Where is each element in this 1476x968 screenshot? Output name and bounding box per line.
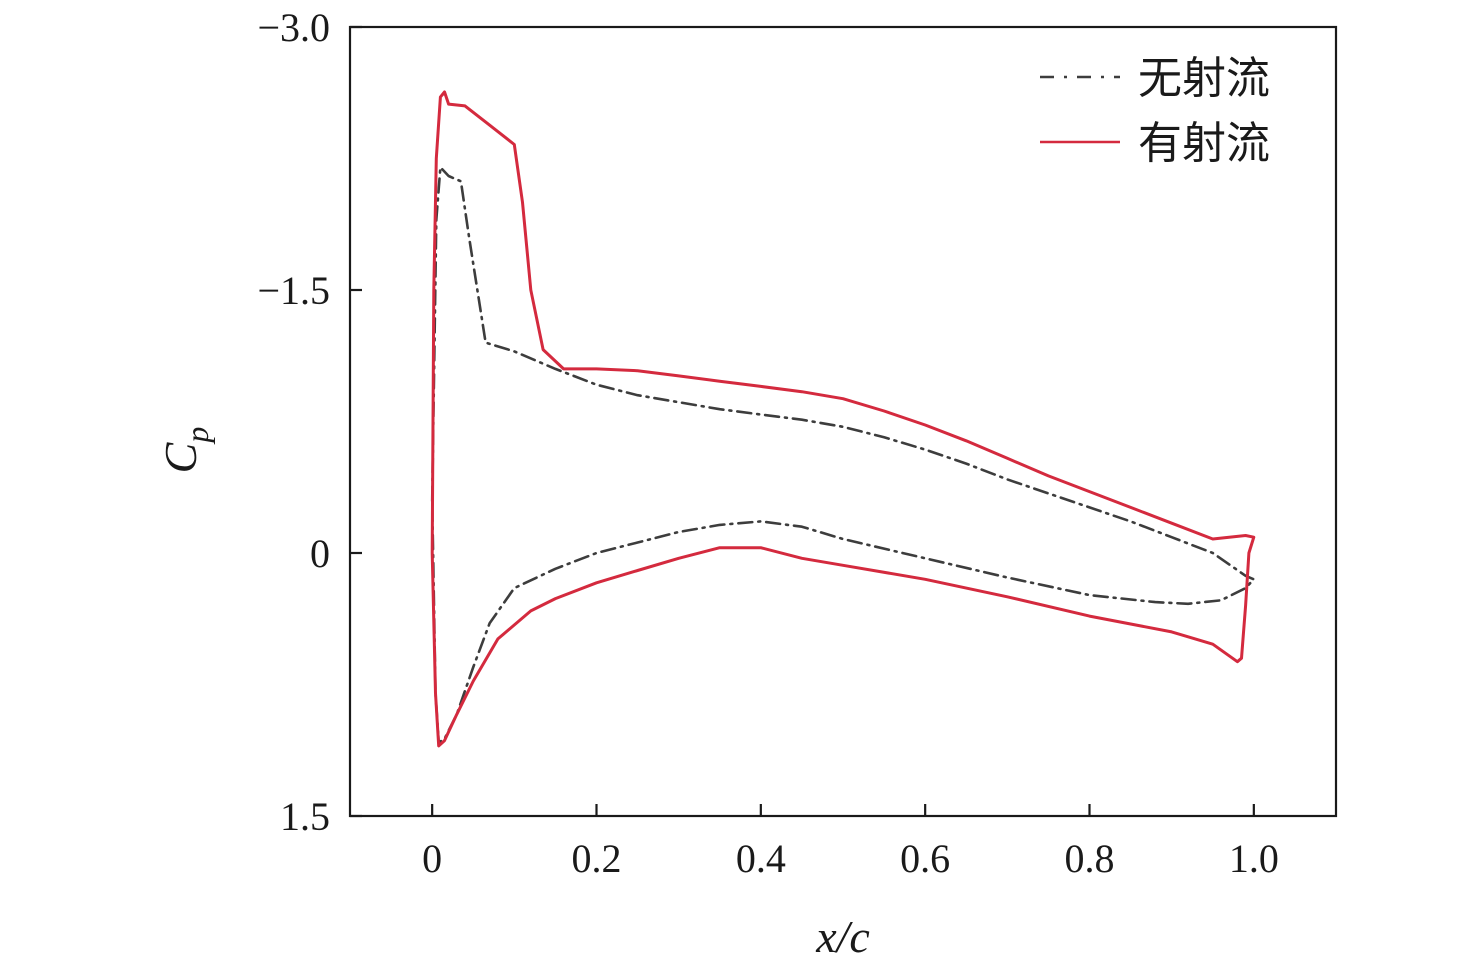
y-axis-label: Cp [155, 427, 215, 474]
y-axis-label-sub: p [179, 427, 215, 445]
y-tick-label: 0 [310, 531, 330, 576]
y-axis-label-main: C [155, 441, 206, 473]
series-layer [430, 90, 1256, 748]
legend-label-no-jet: 无射流 [1138, 53, 1270, 104]
y-tick-label: −1.5 [257, 268, 330, 313]
x-tick-label: 0.8 [1065, 836, 1115, 881]
x-tick-label: 0 [422, 836, 442, 881]
y-tick-label: 1.5 [280, 794, 330, 839]
y-axis-ticks: −3.0 −1.5 0 1.5 [257, 5, 362, 839]
legend: 无射流 有射流 [1040, 53, 1270, 169]
x-axis-label: x/c [815, 911, 870, 962]
x-tick-label: 0.4 [736, 836, 786, 881]
x-tick-label: 0.6 [900, 836, 950, 881]
x-tick-label: 1.0 [1229, 836, 1279, 881]
y-tick-label: −3.0 [257, 5, 330, 50]
series-line-with-jet [430, 90, 1256, 748]
x-axis-ticks: 0 0.2 0.4 0.6 0.8 1.0 [422, 804, 1279, 881]
series-line-no-jet [430, 166, 1256, 744]
x-tick-label: 0.2 [572, 836, 622, 881]
legend-label-with-jet: 有射流 [1138, 118, 1270, 169]
plot-frame [348, 25, 1338, 818]
